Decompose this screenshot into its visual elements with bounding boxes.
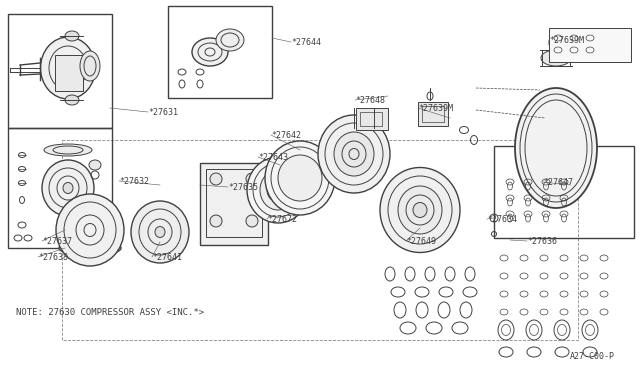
Ellipse shape bbox=[65, 31, 79, 41]
Bar bbox=[422, 106, 444, 122]
Ellipse shape bbox=[210, 173, 222, 185]
Bar bbox=[356, 108, 388, 130]
Ellipse shape bbox=[515, 88, 597, 208]
Ellipse shape bbox=[541, 50, 571, 66]
Bar bbox=[200, 163, 268, 245]
Ellipse shape bbox=[42, 160, 94, 216]
Ellipse shape bbox=[247, 157, 309, 223]
Text: *27643: *27643 bbox=[258, 153, 288, 162]
Ellipse shape bbox=[89, 160, 101, 170]
Bar bbox=[55, 55, 83, 91]
Ellipse shape bbox=[216, 29, 244, 51]
Ellipse shape bbox=[65, 95, 79, 105]
Text: *27642: *27642 bbox=[271, 131, 301, 140]
Ellipse shape bbox=[59, 240, 121, 256]
Ellipse shape bbox=[318, 115, 390, 193]
Ellipse shape bbox=[246, 215, 258, 227]
Text: *27639M: *27639M bbox=[549, 36, 584, 45]
Text: *27634: *27634 bbox=[487, 215, 517, 224]
Ellipse shape bbox=[56, 194, 124, 266]
Text: *27635: *27635 bbox=[228, 183, 258, 192]
Bar bbox=[542, 50, 570, 66]
Ellipse shape bbox=[246, 173, 258, 185]
Ellipse shape bbox=[260, 170, 296, 210]
Ellipse shape bbox=[155, 227, 165, 237]
Text: *27649: *27649 bbox=[406, 237, 436, 246]
Text: *27639M: *27639M bbox=[418, 104, 453, 113]
Ellipse shape bbox=[334, 132, 374, 176]
Ellipse shape bbox=[413, 202, 427, 218]
Text: *27644: *27644 bbox=[291, 38, 321, 47]
Bar bbox=[168, 6, 272, 98]
Bar bbox=[8, 14, 112, 128]
Ellipse shape bbox=[40, 37, 95, 99]
Bar bbox=[62, 140, 578, 340]
Text: *27637: *27637 bbox=[42, 237, 72, 246]
Text: NOTE: 27630 COMPRESSOR ASSY <INC.*>: NOTE: 27630 COMPRESSOR ASSY <INC.*> bbox=[16, 308, 204, 317]
Ellipse shape bbox=[398, 186, 442, 234]
Bar bbox=[418, 102, 448, 126]
Ellipse shape bbox=[192, 38, 228, 66]
Text: *27647: *27647 bbox=[543, 178, 573, 187]
Bar bbox=[549, 28, 631, 62]
Ellipse shape bbox=[278, 155, 322, 201]
Bar bbox=[206, 169, 262, 237]
Text: *27672: *27672 bbox=[267, 215, 297, 224]
Ellipse shape bbox=[265, 141, 335, 215]
Text: *27631: *27631 bbox=[148, 108, 178, 117]
Ellipse shape bbox=[63, 183, 73, 193]
Ellipse shape bbox=[44, 144, 92, 156]
Bar bbox=[360, 112, 382, 126]
Ellipse shape bbox=[131, 201, 189, 263]
Bar bbox=[494, 146, 634, 238]
Text: *27632: *27632 bbox=[119, 177, 149, 186]
Ellipse shape bbox=[380, 167, 460, 253]
Ellipse shape bbox=[210, 215, 222, 227]
Text: A27-C00-P: A27-C00-P bbox=[570, 352, 615, 361]
Bar bbox=[8, 128, 112, 248]
Text: *27638: *27638 bbox=[38, 253, 68, 262]
Ellipse shape bbox=[80, 51, 100, 81]
Text: *27648: *27648 bbox=[355, 96, 385, 105]
Text: *27641: *27641 bbox=[152, 253, 182, 262]
Text: *27636: *27636 bbox=[527, 237, 557, 246]
